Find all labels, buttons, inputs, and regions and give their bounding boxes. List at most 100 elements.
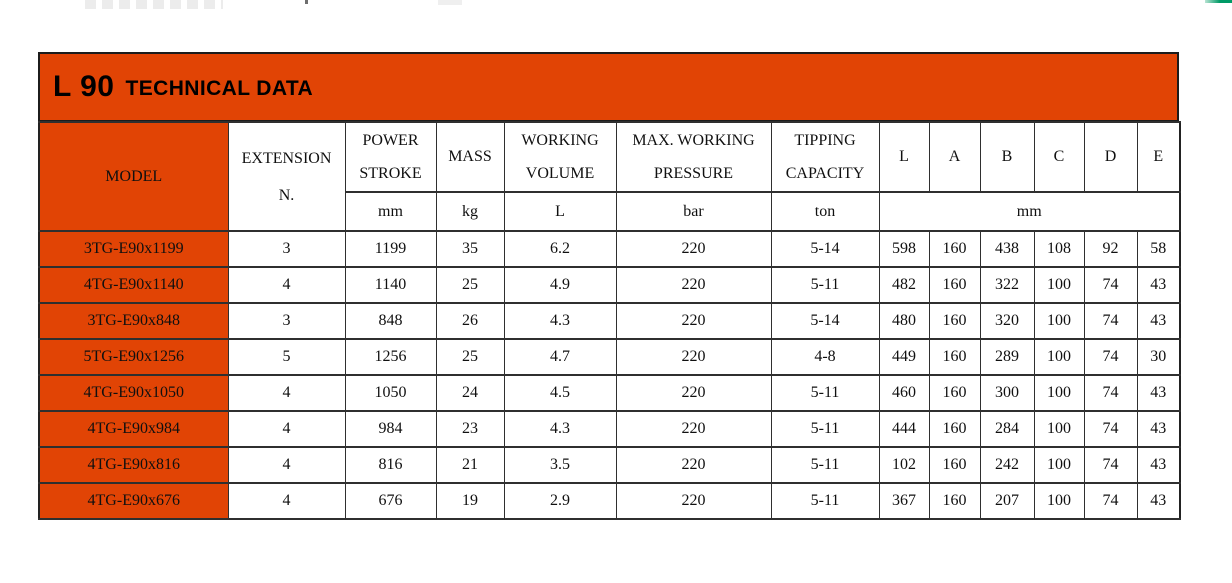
data-cell: 74	[1083, 410, 1138, 448]
model-cell: 4TG-E90x1140	[38, 266, 229, 304]
data-cell: 74	[1083, 446, 1138, 484]
data-cell: 160	[928, 230, 981, 268]
col-header-mass: MASS	[435, 121, 505, 193]
unit-mass: kg	[435, 191, 505, 232]
table-body: 3TG-E90x1199 3 1199 35 6.2 220 5-14 598 160 438 10…	[38, 230, 1181, 520]
green-accent-bar	[1205, 0, 1232, 3]
model-cell: 4TG-E90x676	[38, 482, 229, 520]
faded-logo-remnant	[85, 0, 223, 9]
col-header-dim-e: E	[1136, 121, 1181, 193]
model-cell: 4TG-E90x1050	[38, 374, 229, 412]
data-cell: 289	[979, 338, 1035, 376]
data-cell: 5-11	[770, 266, 880, 304]
data-cell: 367	[878, 482, 930, 520]
data-cell: 284	[979, 410, 1035, 448]
col-header-dim-b: B	[979, 121, 1035, 193]
data-cell: 4.7	[503, 338, 617, 376]
data-cell: 1256	[344, 338, 437, 376]
data-cell: 220	[615, 302, 772, 340]
col-header-dim-a: A	[928, 121, 981, 193]
data-cell: 4	[227, 482, 346, 520]
data-cell: 160	[928, 374, 981, 412]
unit-working-volume: L	[503, 191, 617, 232]
data-cell: 2.9	[503, 482, 617, 520]
data-cell: 5-14	[770, 230, 880, 268]
data-cell: 74	[1083, 482, 1138, 520]
table-row: 4TG-E90x1140 4 1140 25 4.9 220 5-11 482 160 322 10…	[38, 266, 1181, 304]
col-header-max-working-pressure: MAX. WORKING PRESSURE	[615, 121, 772, 193]
data-cell: 1140	[344, 266, 437, 304]
data-cell: 482	[878, 266, 930, 304]
table-row: 4TG-E90x816 4 816 21 3.5 220 5-11 102 160 242 100 7…	[38, 446, 1181, 484]
data-cell: 460	[878, 374, 930, 412]
data-cell: 598	[878, 230, 930, 268]
unit-dimensions: mm	[878, 191, 1181, 232]
data-cell: 5-11	[770, 410, 880, 448]
data-cell: 220	[615, 338, 772, 376]
data-cell: 26	[435, 302, 505, 340]
faded-text-remnant	[438, 0, 462, 5]
model-cell: 5TG-E90x1256	[38, 338, 229, 376]
unit-power-stroke: mm	[344, 191, 437, 232]
data-cell: 676	[344, 482, 437, 520]
data-cell: 242	[979, 446, 1035, 484]
model-cell: 3TG-E90x1199	[38, 230, 229, 268]
data-cell: 160	[928, 410, 981, 448]
col-header-dim-d: D	[1083, 121, 1138, 193]
data-cell: 438	[979, 230, 1035, 268]
data-cell: 100	[1033, 482, 1085, 520]
data-cell: 100	[1033, 266, 1085, 304]
data-cell: 4-8	[770, 338, 880, 376]
table-row: 5TG-E90x1256 5 1256 25 4.7 220 4-8 449 160 289 100…	[38, 338, 1181, 376]
data-cell: 43	[1136, 446, 1181, 484]
col-header-model: MODEL	[38, 121, 229, 232]
data-cell: 3	[227, 230, 346, 268]
data-cell: 25	[435, 338, 505, 376]
table-row: 4TG-E90x676 4 676 19 2.9 220 5-11 367 160 207 100 7…	[38, 482, 1181, 520]
data-cell: 220	[615, 374, 772, 412]
data-cell: 6.2	[503, 230, 617, 268]
unit-max-working-pressure: bar	[615, 191, 772, 232]
data-cell: 58	[1136, 230, 1181, 268]
data-cell: 43	[1136, 302, 1181, 340]
data-cell: 23	[435, 410, 505, 448]
data-cell: 4	[227, 266, 346, 304]
col-header-extension-n: EXTENSION N.	[227, 121, 346, 232]
data-cell: 220	[615, 266, 772, 304]
model-cell: 4TG-E90x984	[38, 410, 229, 448]
page-fold-mark	[305, 0, 308, 4]
data-cell: 100	[1033, 338, 1085, 376]
data-cell: 160	[928, 266, 981, 304]
data-cell: 449	[878, 338, 930, 376]
col-header-dim-c: C	[1033, 121, 1085, 193]
data-cell: 160	[928, 302, 981, 340]
col-header-power-stroke: POWER STROKE	[344, 121, 437, 193]
data-cell: 816	[344, 446, 437, 484]
data-cell: 4	[227, 374, 346, 412]
data-cell: 24	[435, 374, 505, 412]
datasheet: L 90 TECHNICAL DATA MODEL EXTENSION N. P…	[38, 52, 1181, 520]
col-header-working-volume: WORKING VOLUME	[503, 121, 617, 193]
data-cell: 984	[344, 410, 437, 448]
table-row: 4TG-E90x984 4 984 23 4.3 220 5-11 444 160 284 100 7…	[38, 410, 1181, 448]
unit-tipping-capacity: ton	[770, 191, 880, 232]
data-cell: 5-11	[770, 482, 880, 520]
data-cell: 3	[227, 302, 346, 340]
data-cell: 30	[1136, 338, 1181, 376]
data-cell: 207	[979, 482, 1035, 520]
data-cell: 43	[1136, 410, 1181, 448]
data-cell: 160	[928, 338, 981, 376]
data-cell: 19	[435, 482, 505, 520]
data-cell: 74	[1083, 338, 1138, 376]
data-cell: 100	[1033, 410, 1085, 448]
table-row: 4TG-E90x1050 4 1050 24 4.5 220 5-11 460 160 300 10…	[38, 374, 1181, 412]
data-cell: 160	[928, 482, 981, 520]
data-cell: 220	[615, 446, 772, 484]
title-bar: L 90 TECHNICAL DATA	[38, 52, 1179, 121]
data-cell: 100	[1033, 302, 1085, 340]
data-cell: 43	[1136, 374, 1181, 412]
data-cell: 108	[1033, 230, 1085, 268]
data-cell: 74	[1083, 302, 1138, 340]
data-cell: 5-11	[770, 374, 880, 412]
model-cell: 4TG-E90x816	[38, 446, 229, 484]
